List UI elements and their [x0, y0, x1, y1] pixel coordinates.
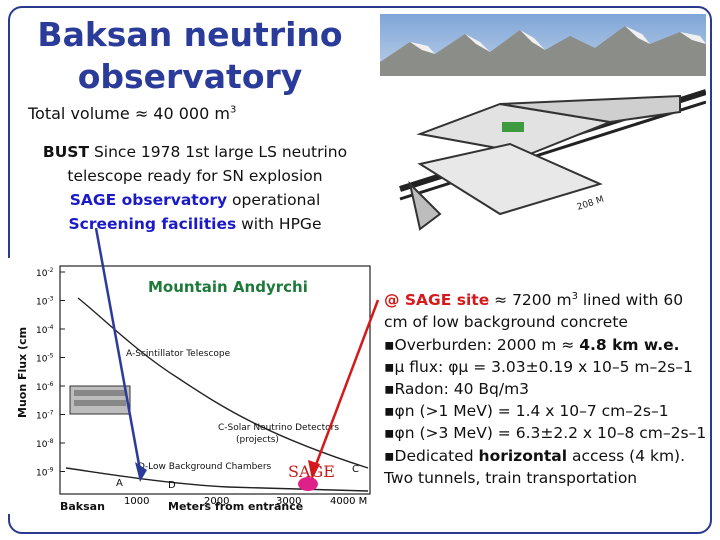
x-ticks: 1000 2000 3000 4000 M — [124, 496, 367, 507]
volume-exp: 3 — [229, 104, 237, 116]
plot-title: Mountain Andyrchi — [148, 278, 308, 296]
hall-2 — [417, 142, 603, 216]
neutron-flux-1mev: ▪φn (>1 MeV) = 1.4 x 10–7 cm–2s–1 — [384, 402, 669, 421]
bust-label: BUST — [42, 143, 90, 161]
bust-description: BUST Since 1978 1st large LS neutrino te… — [30, 140, 360, 236]
sage-site-info: @ SAGE site ≈ 7200 m3 lined with 60 cm o… — [384, 286, 716, 489]
plot-frame — [59, 265, 371, 495]
sage-marker-label: SAGE — [288, 462, 335, 481]
label-solar: C-Solar Neutrino Detectors — [218, 423, 339, 433]
sage-observatory-label: SAGE observatory — [69, 191, 228, 209]
title-line-2: observatory — [77, 57, 303, 96]
overburden-bold: 4.8 km w.e. — [579, 335, 680, 354]
access-rest: access (4 km). — [567, 446, 686, 465]
y-axis-label: Muon Flux (cm — [16, 327, 29, 418]
info-line-2: cm of low background concrete — [384, 313, 628, 332]
sage-volume-rest: lined with 60 — [577, 291, 684, 310]
tunnels-line: Two tunnels, train transportation — [384, 468, 638, 487]
label-scintillator: A-Scintillator Telescope — [126, 349, 231, 359]
tunnel-illustration: 208 M — [380, 14, 707, 246]
radon-line: ▪Radon: 40 Bq/m3 — [384, 379, 530, 398]
x-tick-label: 1000 — [124, 496, 149, 507]
sage-volume: ≈ 7200 m — [489, 291, 572, 310]
arrow-screening — [94, 227, 142, 471]
origin-label: Baksan — [60, 500, 105, 513]
overburden-text: ▪Overburden: 2000 m ≈ — [384, 335, 580, 354]
title-line-1: Baksan neutrino — [37, 15, 343, 54]
arrow-sage-site — [312, 299, 380, 471]
screening-rest: with HPGe — [236, 215, 322, 233]
flux-curve-upper — [77, 297, 369, 469]
x-tick-label: 2000 — [204, 496, 229, 507]
access-text: ▪Dedicated — [384, 446, 479, 465]
plot-svg: Mountain Andyrchi Muon Flux (cm Meters f… — [16, 265, 371, 513]
access-bold: horizontal — [478, 446, 568, 465]
x-tick-label: 4000 M — [330, 496, 367, 507]
muon-flux-line: ▪μ flux: φμ = 3.03±0.19 x 10–5 m–2s–1 — [384, 357, 693, 376]
screening-label: Screening facilities — [68, 215, 237, 233]
label-solar-projects: (projects) — [236, 435, 279, 445]
sage-observatory-rest: operational — [227, 191, 321, 209]
x-tick-label: 3000 — [276, 496, 301, 507]
sage-site-label: @ SAGE site — [384, 291, 490, 310]
observatory-photo: 208 M — [380, 14, 707, 246]
bust-line-1: Since 1978 1st large LS neutrino — [89, 143, 348, 161]
total-volume: Total volume ≈ 40 000 m3 — [28, 104, 236, 123]
x-axis-label: Meters from entrance — [168, 500, 303, 513]
neutron-flux-3mev: ▪φn (>3 MeV) = 6.3±2.2 x 10–8 cm–2s–1 — [384, 424, 707, 443]
bust-line-2: telescope ready for SN explosion — [67, 167, 323, 185]
label-d: D — [168, 480, 176, 491]
flux-curve-lower — [65, 467, 369, 492]
page-title: Baksan neutrino observatory — [30, 14, 350, 98]
label-c: C — [352, 464, 359, 475]
sage-marker-dot — [298, 477, 318, 491]
label-low-background: D-Low Background Chambers — [138, 462, 272, 472]
label-a: A — [116, 478, 123, 489]
volume-text: Total volume ≈ 40 000 m — [28, 104, 230, 123]
green-detector — [502, 122, 524, 132]
